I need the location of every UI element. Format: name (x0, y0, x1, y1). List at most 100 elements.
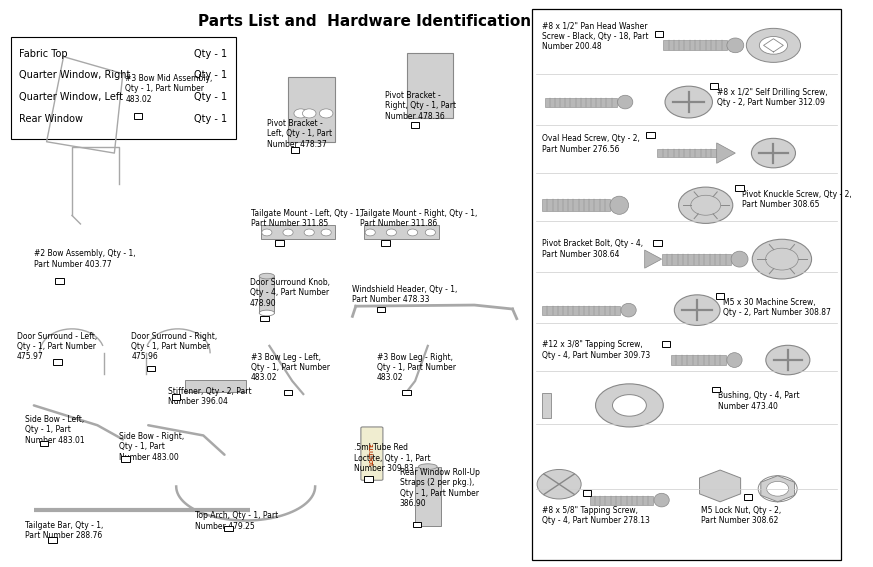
Bar (147, 366, 155, 371)
Circle shape (262, 229, 272, 236)
Text: Side Bow - Left,
Qty - 1, Part
Number 483.01: Side Bow - Left, Qty - 1, Part Number 48… (25, 415, 85, 445)
Circle shape (408, 229, 417, 236)
Bar (744, 494, 753, 500)
Text: Tailgate Mount - Right, Qty - 1,
Part Number 311.86: Tailgate Mount - Right, Qty - 1, Part Nu… (360, 209, 478, 228)
Text: #3 Bow Leg - Right,
Qty - 1, Part Number
483.02: #3 Bow Leg - Right, Qty - 1, Part Number… (377, 353, 456, 383)
Text: Door Surround Knob,
Qty - 4, Part Number
478.90: Door Surround Knob, Qty - 4, Part Number… (250, 278, 330, 308)
Ellipse shape (727, 353, 742, 367)
Text: M5 Lock Nut, Qty - 2,
Part Number 308.62: M5 Lock Nut, Qty - 2, Part Number 308.62 (701, 506, 781, 525)
Bar (53, 359, 62, 365)
Circle shape (302, 109, 316, 118)
Polygon shape (699, 470, 740, 502)
Text: Door Surround - Right,
Qty - 1, Part Number
475.96: Door Surround - Right, Qty - 1, Part Num… (131, 332, 217, 362)
Bar (377, 307, 386, 312)
Ellipse shape (621, 303, 636, 317)
Circle shape (320, 109, 333, 118)
FancyBboxPatch shape (671, 355, 726, 365)
Text: Stiffener, Qty - 2, Part
Number 396.04: Stiffener, Qty - 2, Part Number 396.04 (168, 387, 251, 406)
Text: #12 x 3/8" Tapping Screw,
Qty - 4, Part Number 309.73: #12 x 3/8" Tapping Screw, Qty - 4, Part … (542, 340, 650, 359)
Bar (711, 387, 720, 392)
Ellipse shape (613, 395, 646, 416)
FancyBboxPatch shape (589, 496, 653, 505)
Bar (284, 390, 292, 395)
Bar (275, 240, 284, 246)
FancyBboxPatch shape (11, 37, 236, 139)
FancyBboxPatch shape (663, 40, 727, 50)
FancyBboxPatch shape (361, 427, 383, 480)
FancyBboxPatch shape (364, 225, 439, 239)
Ellipse shape (259, 273, 274, 279)
Text: #8 x 1/2" Pan Head Washer
Screw - Black, Qty - 18, Part
Number 200.48: #8 x 1/2" Pan Head Washer Screw - Black,… (542, 22, 649, 52)
Circle shape (665, 86, 712, 118)
Circle shape (752, 138, 795, 168)
Text: Door Surround - Left,
Qty - 1, Part Number
475.97: Door Surround - Left, Qty - 1, Part Numb… (17, 332, 97, 362)
Text: LOCTITE: LOCTITE (369, 442, 375, 465)
Bar (382, 240, 389, 246)
Ellipse shape (595, 384, 663, 427)
Text: #2 Bow Assembly, Qty - 1,
Part Number 403.77: #2 Bow Assembly, Qty - 1, Part Number 40… (34, 249, 135, 269)
Text: Quarter Window, Right: Quarter Window, Right (19, 70, 131, 81)
Ellipse shape (746, 28, 801, 62)
Circle shape (321, 229, 331, 236)
Circle shape (753, 239, 812, 279)
Bar (121, 456, 129, 462)
Circle shape (283, 229, 293, 236)
Bar (662, 341, 670, 347)
Bar (716, 293, 725, 299)
Text: Windshield Header, Qty - 1,
Part Number 478.33: Windshield Header, Qty - 1, Part Number … (352, 285, 457, 304)
Ellipse shape (259, 310, 274, 316)
Text: #3 Bow Leg - Left,
Qty - 1, Part Number
483.02: #3 Bow Leg - Left, Qty - 1, Part Number … (251, 353, 330, 383)
FancyBboxPatch shape (288, 77, 334, 142)
Bar (653, 240, 662, 246)
Circle shape (537, 469, 581, 499)
Polygon shape (644, 250, 662, 268)
Circle shape (304, 229, 314, 236)
Text: Qty - 1: Qty - 1 (194, 70, 227, 81)
Bar (646, 132, 655, 138)
Text: Quarter Window, Left: Quarter Window, Left (19, 92, 123, 102)
FancyBboxPatch shape (542, 393, 551, 418)
Circle shape (674, 295, 720, 325)
FancyBboxPatch shape (542, 306, 620, 315)
Ellipse shape (418, 464, 437, 469)
Text: Fabric Top: Fabric Top (19, 49, 68, 59)
Ellipse shape (731, 251, 748, 267)
Text: Rear Window: Rear Window (19, 113, 84, 124)
Ellipse shape (727, 38, 744, 53)
FancyBboxPatch shape (657, 149, 717, 157)
Bar (260, 316, 269, 321)
Bar (40, 441, 48, 446)
Circle shape (365, 229, 375, 236)
FancyBboxPatch shape (259, 276, 274, 313)
Ellipse shape (610, 196, 629, 214)
Text: #8 x 1/2" Self Drilling Screw,
Qty - 2, Part Number 312.09: #8 x 1/2" Self Drilling Screw, Qty - 2, … (717, 88, 828, 107)
Text: Qty - 1: Qty - 1 (194, 92, 227, 102)
Ellipse shape (654, 493, 670, 507)
Bar (224, 526, 233, 531)
Text: Oval Head Screw, Qty - 2,
Part Number 276.56: Oval Head Screw, Qty - 2, Part Number 27… (542, 134, 640, 154)
Polygon shape (760, 476, 794, 502)
Circle shape (294, 109, 307, 118)
Bar (364, 476, 373, 482)
Bar (172, 394, 181, 400)
Text: Pivot Bracket Bolt, Qty - 4,
Part Number 308.64: Pivot Bracket Bolt, Qty - 4, Part Number… (542, 239, 643, 259)
Bar (413, 522, 421, 527)
Bar (735, 185, 744, 191)
Text: Pivot Bracket -
Right, Qty - 1, Part
Number 478.36: Pivot Bracket - Right, Qty - 1, Part Num… (386, 91, 457, 121)
Circle shape (425, 229, 436, 236)
Polygon shape (717, 143, 735, 163)
Text: #8 x 5/8" Tapping Screw,
Qty - 4, Part Number 278.13: #8 x 5/8" Tapping Screw, Qty - 4, Part N… (542, 506, 650, 525)
Ellipse shape (760, 36, 787, 54)
Bar (411, 122, 419, 128)
Circle shape (691, 195, 720, 215)
Text: Tailgate Bar, Qty - 1,
Part Number 288.76: Tailgate Bar, Qty - 1, Part Number 288.7… (25, 521, 104, 540)
Circle shape (766, 481, 788, 496)
Circle shape (766, 248, 798, 270)
Polygon shape (760, 476, 794, 502)
FancyBboxPatch shape (185, 380, 245, 392)
Text: Bushing, Qty - 4, Part
Number 473.40: Bushing, Qty - 4, Part Number 473.40 (718, 391, 800, 411)
Bar (402, 390, 411, 395)
FancyBboxPatch shape (662, 254, 731, 264)
Text: Pivot Bracket -
Left, Qty - 1, Part
Number 478.37: Pivot Bracket - Left, Qty - 1, Part Numb… (267, 119, 332, 149)
Text: Qty - 1: Qty - 1 (194, 49, 227, 59)
